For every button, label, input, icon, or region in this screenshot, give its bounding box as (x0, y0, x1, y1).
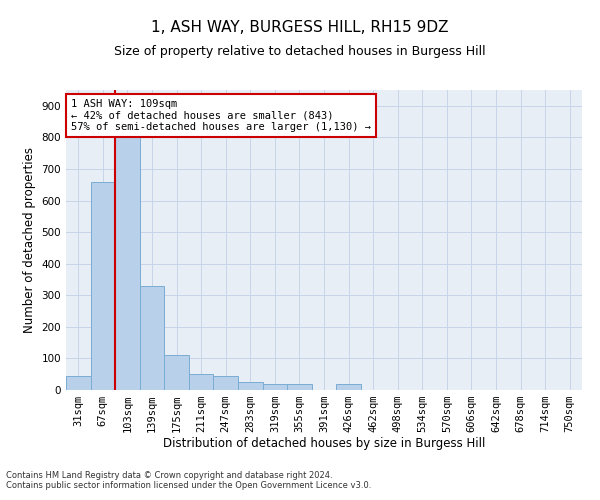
Text: 1, ASH WAY, BURGESS HILL, RH15 9DZ: 1, ASH WAY, BURGESS HILL, RH15 9DZ (151, 20, 449, 35)
Bar (287, 384, 312, 390)
Text: Contains HM Land Registry data © Crown copyright and database right 2024.
Contai: Contains HM Land Registry data © Crown c… (6, 470, 371, 490)
Bar (336, 384, 361, 390)
X-axis label: Distribution of detached houses by size in Burgess Hill: Distribution of detached houses by size … (163, 436, 485, 450)
Bar (164, 356, 189, 390)
Bar (91, 182, 115, 390)
Text: Size of property relative to detached houses in Burgess Hill: Size of property relative to detached ho… (114, 45, 486, 58)
Bar (189, 374, 214, 390)
Bar (115, 124, 140, 390)
Bar (140, 286, 164, 390)
Bar (263, 384, 287, 390)
Bar (66, 376, 91, 390)
Bar (214, 376, 238, 390)
Text: 1 ASH WAY: 109sqm
← 42% of detached houses are smaller (843)
57% of semi-detache: 1 ASH WAY: 109sqm ← 42% of detached hous… (71, 99, 371, 132)
Bar (238, 382, 263, 390)
Y-axis label: Number of detached properties: Number of detached properties (23, 147, 36, 333)
